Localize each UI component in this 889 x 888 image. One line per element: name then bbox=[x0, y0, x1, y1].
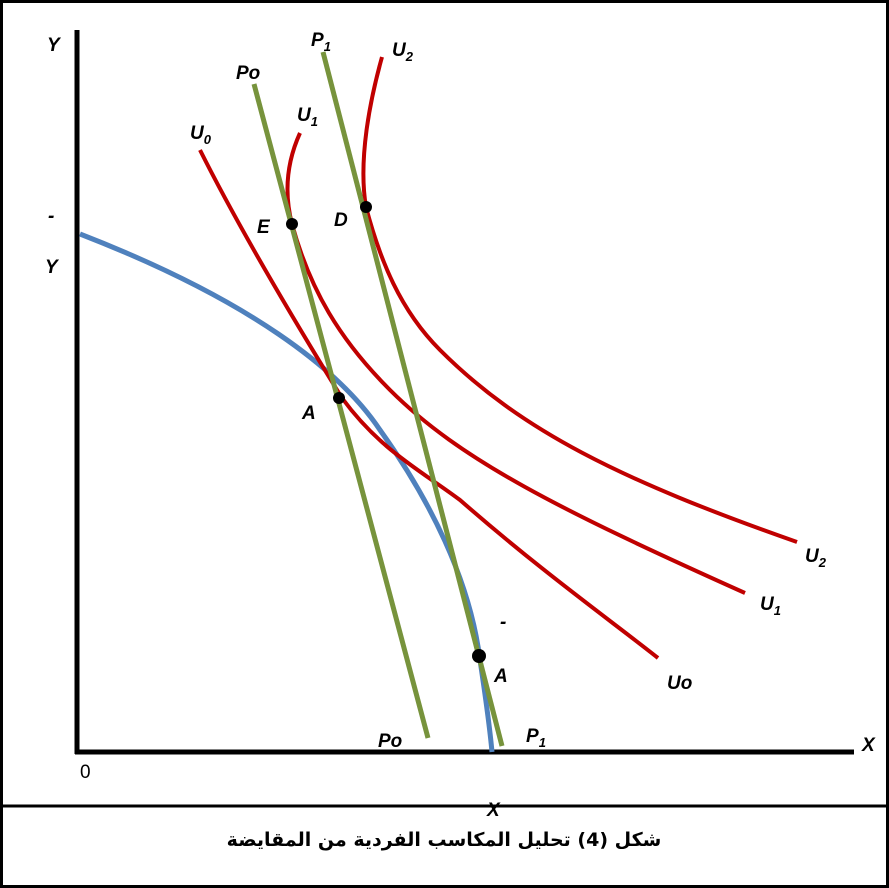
point-a-bar-label: A bbox=[493, 666, 508, 687]
p0-end-label: Po bbox=[378, 731, 402, 752]
point-d-label: D bbox=[334, 210, 348, 231]
u0-end-label: Uo bbox=[667, 673, 692, 694]
u2-top-label: U2 bbox=[392, 40, 414, 64]
p0-top-label: Po bbox=[236, 63, 260, 84]
y-axis-label: Y bbox=[47, 35, 62, 56]
p1-top-label: P1 bbox=[311, 30, 331, 54]
x-axis-label: X bbox=[861, 735, 876, 756]
p1-end-label: P1 bbox=[526, 726, 546, 750]
point-d bbox=[360, 201, 372, 213]
point-a-bar bbox=[472, 649, 486, 663]
price-line-p1 bbox=[320, 51, 505, 747]
price-line-p0 bbox=[251, 83, 431, 739]
point-e bbox=[286, 218, 298, 230]
indifference-curve-u0 bbox=[198, 149, 660, 660]
x-bar-label: X bbox=[486, 800, 501, 821]
origin-label: 0 bbox=[80, 762, 91, 783]
point-e-label: E bbox=[257, 217, 271, 238]
indifference-curve-u1 bbox=[285, 132, 746, 595]
point-a-label: A bbox=[301, 403, 316, 424]
u0-top-label: U0 bbox=[190, 123, 212, 147]
u2-end-label: U2 bbox=[805, 546, 827, 570]
y-bar-mark: - bbox=[48, 206, 54, 227]
point-a-bar-mark: - bbox=[500, 612, 506, 633]
point-a bbox=[333, 392, 345, 404]
u1-end-label: U1 bbox=[760, 594, 781, 618]
y-bar-label: Y bbox=[45, 257, 60, 278]
figure-caption: شكل (4) تحليل المكاسب الفردية من المقايض… bbox=[227, 829, 662, 851]
u1-top-label: U1 bbox=[297, 105, 318, 129]
indifference-curve-u2 bbox=[361, 56, 798, 544]
